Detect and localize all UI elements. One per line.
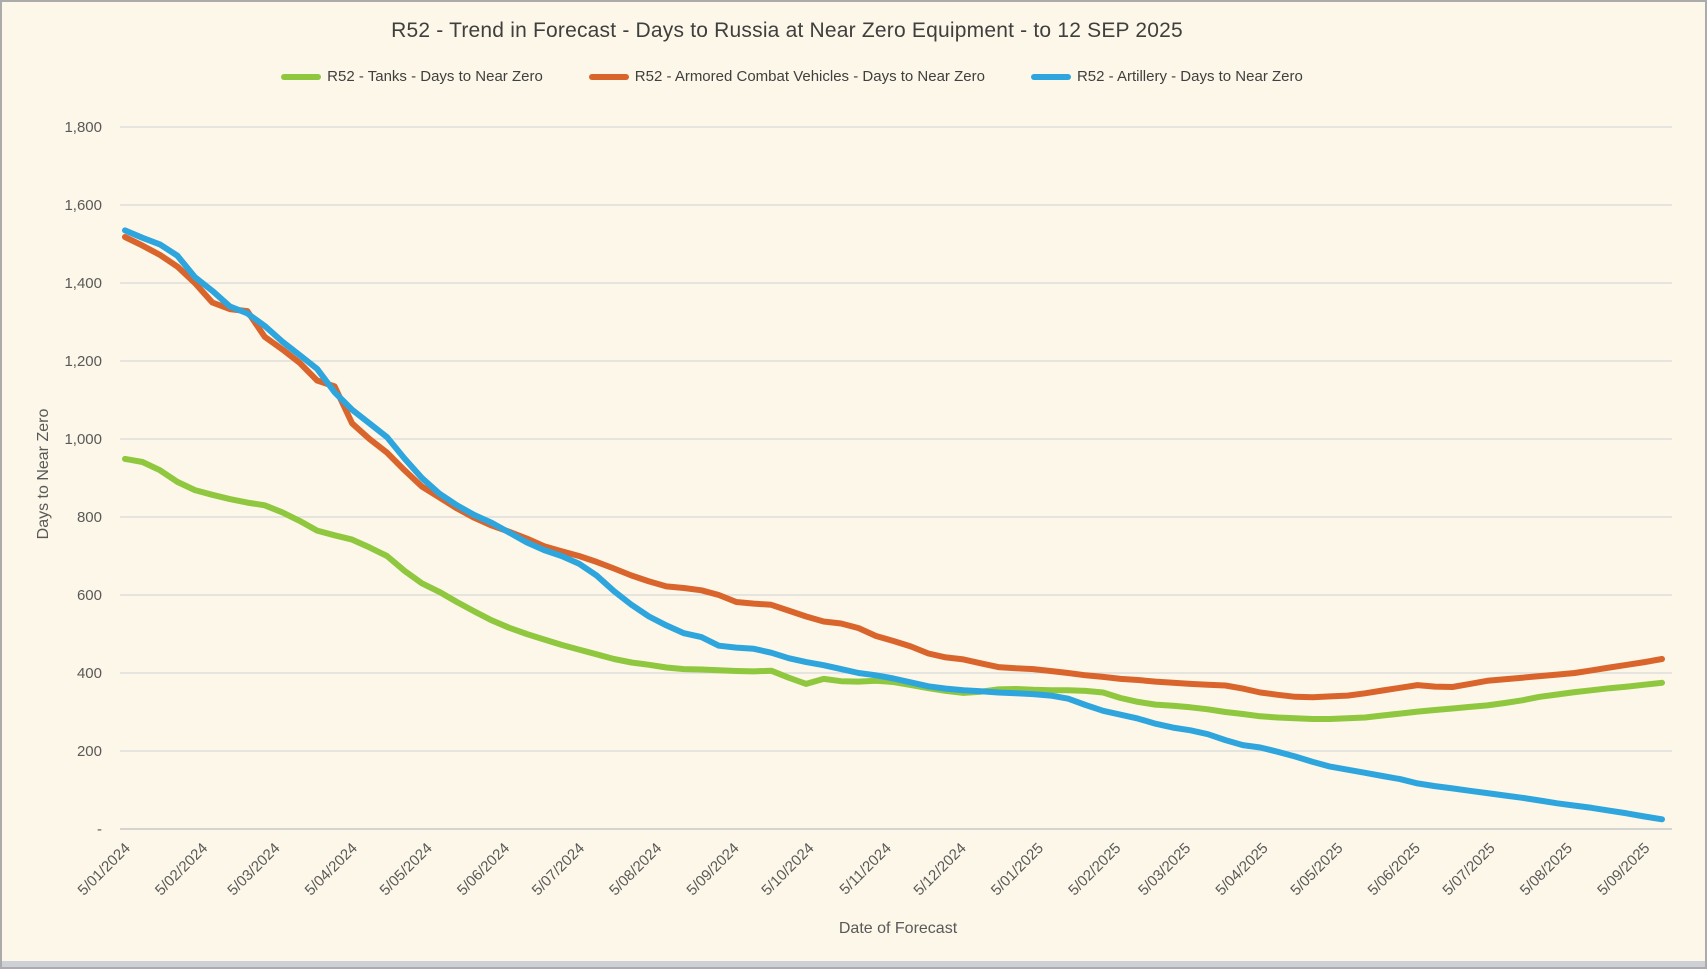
legend: R52 - Tanks - Days to Near Zero R52 - Ar… <box>2 68 1582 85</box>
x-tick-label: 5/02/2025 <box>1065 840 1124 899</box>
legend-label-tanks: R52 - Tanks - Days to Near Zero <box>327 68 543 85</box>
y-tick-label: 800 <box>77 509 102 526</box>
series-line-armored-combat-vehicles <box>122 234 1665 701</box>
series-line-artillery <box>122 227 1665 823</box>
legend-item-tanks[interactable]: R52 - Tanks - Days to Near Zero <box>281 68 543 85</box>
x-tick-label: 5/08/2025 <box>1517 840 1576 899</box>
x-tick-label: 5/07/2025 <box>1439 840 1498 899</box>
tanks-line-swatch-icon <box>281 73 322 80</box>
y-axis-title: Days to Near Zero <box>35 408 52 540</box>
x-tick-label: 5/09/2024 <box>683 840 742 899</box>
x-axis-title: Date of Forecast <box>838 920 958 937</box>
x-tick-label: 5/04/2024 <box>302 840 361 899</box>
x-tick-label: 5/05/2025 <box>1287 840 1346 899</box>
x-tick-label: 5/06/2025 <box>1365 840 1424 899</box>
legend-label-armored-combat-vehicles: R52 - Armored Combat Vehicles - Days to … <box>634 68 985 85</box>
y-tick-label: 1,000 <box>64 431 102 448</box>
x-tick-label: 5/11/2024 <box>836 840 894 898</box>
x-tick-label: 5/10/2024 <box>758 840 817 899</box>
x-tick-label: 5/03/2025 <box>1135 840 1194 899</box>
x-tick-label: 5/07/2024 <box>529 840 588 899</box>
y-tick-label: 1,200 <box>64 353 102 370</box>
x-tick-label: 5/01/2024 <box>75 840 134 899</box>
legend-label-artillery: R52 - Artillery - Days to Near Zero <box>1076 68 1303 85</box>
x-tick-label: 5/05/2024 <box>377 840 436 899</box>
x-tick-label: 5/04/2025 <box>1212 840 1271 899</box>
x-tick-label: 5/03/2024 <box>224 840 283 899</box>
x-tick-label: 5/09/2025 <box>1594 840 1653 899</box>
series-line-tanks <box>122 455 1665 722</box>
y-tick-label: 1,400 <box>64 275 102 292</box>
chart-title: R52 - Trend in Forecast - Days to Russia… <box>391 19 1183 42</box>
legend-item-artillery[interactable]: R52 - Artillery - Days to Near Zero <box>1030 68 1303 85</box>
y-tick-label: 1,800 <box>64 119 102 136</box>
x-tick-label: 5/01/2025 <box>988 840 1047 899</box>
legend-item-armored-combat-vehicles[interactable]: R52 - Armored Combat Vehicles - Days to … <box>588 68 985 85</box>
acv-line-swatch-icon <box>588 73 629 80</box>
y-tick-label: 400 <box>77 665 102 682</box>
y-tick-label: - <box>97 821 102 838</box>
artillery-line-swatch-icon <box>1030 73 1071 80</box>
y-tick-label: 200 <box>77 743 102 760</box>
y-tick-label: 1,600 <box>64 197 102 214</box>
x-tick-label: 5/12/2024 <box>910 840 969 899</box>
x-tick-label: 5/06/2024 <box>454 840 513 899</box>
x-tick-label: 5/02/2024 <box>152 840 211 899</box>
window-bottom-edge <box>2 961 1705 967</box>
x-tick-label: 5/08/2024 <box>606 840 665 899</box>
y-tick-label: 600 <box>77 587 102 604</box>
